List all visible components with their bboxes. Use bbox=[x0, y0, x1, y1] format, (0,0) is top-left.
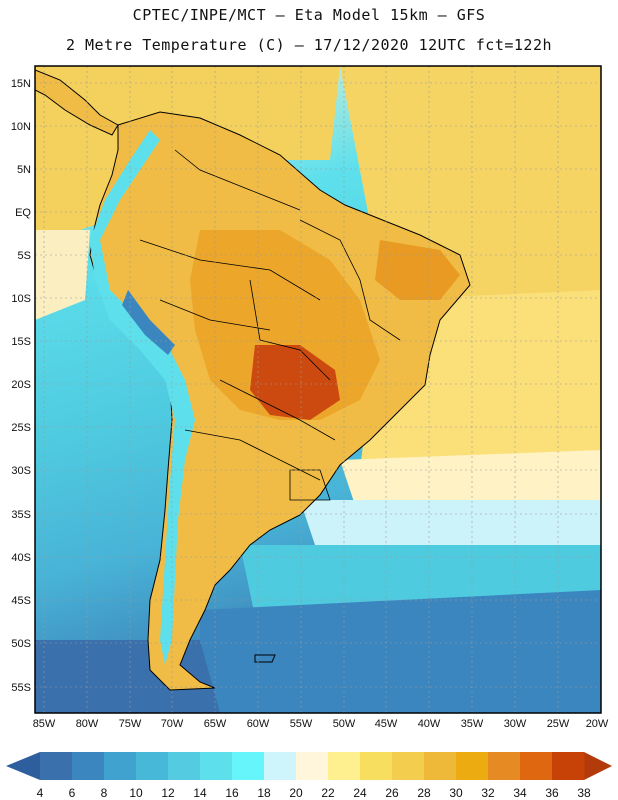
falkland-islands bbox=[254, 654, 276, 663]
andes-colder-strip bbox=[122, 290, 175, 355]
colorbar-label: 8 bbox=[101, 786, 108, 800]
map-frame bbox=[34, 65, 602, 714]
lat-label: 30S bbox=[11, 465, 31, 477]
lon-label: 55W bbox=[290, 718, 313, 730]
colorbar-swatch bbox=[360, 752, 393, 780]
colorbar-swatch bbox=[136, 752, 169, 780]
colorbar-label: 14 bbox=[193, 786, 207, 800]
colorbar-swatch bbox=[520, 752, 553, 780]
colorbar-label: 30 bbox=[449, 786, 463, 800]
graticule bbox=[35, 66, 601, 713]
longitude-axis: 85W 80W 75W 70W 65W 60W 55W 50W 45W 40W … bbox=[33, 718, 609, 730]
lon-label: 75W bbox=[119, 718, 142, 730]
colorbar-label: 38 bbox=[577, 786, 591, 800]
colorbar-high-arrow bbox=[584, 752, 612, 780]
lon-label: 20W bbox=[586, 718, 609, 730]
colorbar-label: 28 bbox=[417, 786, 431, 800]
colorbar-label: 6 bbox=[69, 786, 76, 800]
colorbar-swatch bbox=[424, 752, 457, 780]
lat-label: 40S bbox=[11, 552, 31, 564]
lat-label: 15N bbox=[11, 78, 31, 90]
lat-label: 10N bbox=[11, 121, 31, 133]
hot-spot-zone bbox=[250, 345, 340, 420]
colorbar-swatch bbox=[552, 752, 585, 780]
latitude-axis: 15N 10N 5N EQ 5S 10S 15S 20S 25S 30S 35S… bbox=[11, 78, 32, 694]
lat-label: 5N bbox=[17, 164, 31, 176]
lon-label: 30W bbox=[504, 718, 527, 730]
colorbar-label: 20 bbox=[289, 786, 303, 800]
lat-label: 10S bbox=[11, 293, 31, 305]
andes-cold-strip bbox=[90, 130, 195, 665]
lon-label: 70W bbox=[161, 718, 184, 730]
colorbar-label: 34 bbox=[513, 786, 527, 800]
lon-label: 25W bbox=[547, 718, 570, 730]
lon-label: 45W bbox=[375, 718, 398, 730]
lat-label: 35S bbox=[11, 509, 31, 521]
lon-label: 50W bbox=[333, 718, 356, 730]
chart-title-line1: CPTEC/INPE/MCT — Eta Model 15km — GFS bbox=[132, 6, 486, 24]
lon-label: 85W bbox=[33, 718, 56, 730]
lat-label: 20S bbox=[11, 379, 31, 391]
lat-label: 45S bbox=[11, 595, 31, 607]
central-america-land bbox=[35, 69, 119, 136]
lon-label: 65W bbox=[204, 718, 227, 730]
colorbar-swatch bbox=[40, 752, 73, 780]
colorbar-label: 32 bbox=[481, 786, 495, 800]
colorbar-label: 26 bbox=[385, 786, 399, 800]
lat-label: 50S bbox=[11, 638, 31, 650]
colorbar: 4 6 8 10 12 14 16 18 20 22 24 26 28 30 32 34 36 38 bbox=[6, 752, 612, 800]
southern-ocean-zone bbox=[200, 590, 601, 713]
chart-title-line2: 2 Metre Temperature (C) — 17/12/2020 12U… bbox=[65, 36, 553, 54]
colorbar-swatch bbox=[104, 752, 137, 780]
colorbar-label: 22 bbox=[321, 786, 335, 800]
colorbar-label: 10 bbox=[129, 786, 143, 800]
colorbar-swatch bbox=[488, 752, 521, 780]
colorbar-label: 4 bbox=[37, 786, 44, 800]
colorbar-swatch bbox=[264, 752, 297, 780]
colorbar-label: 12 bbox=[161, 786, 175, 800]
lon-label: 40W bbox=[418, 718, 441, 730]
colorbar-swatch bbox=[232, 752, 265, 780]
lon-label: 80W bbox=[76, 718, 99, 730]
colorbar-label: 18 bbox=[257, 786, 271, 800]
colorbar-swatch bbox=[200, 752, 233, 780]
lat-label: 15S bbox=[11, 336, 31, 348]
lat-label: EQ bbox=[15, 207, 31, 219]
lat-label: 55S bbox=[11, 682, 31, 694]
colorbar-swatch bbox=[392, 752, 425, 780]
map-area bbox=[35, 66, 601, 713]
colorbar-label: 16 bbox=[225, 786, 239, 800]
pacific-mild-zone bbox=[35, 230, 90, 320]
colorbar-swatch bbox=[72, 752, 105, 780]
colorbar-swatch bbox=[168, 752, 201, 780]
colorbar-swatch bbox=[456, 752, 489, 780]
colorbar-swatch bbox=[328, 752, 361, 780]
colorbar-label: 36 bbox=[545, 786, 559, 800]
colorbar-label: 24 bbox=[353, 786, 367, 800]
colorbar-low-arrow bbox=[6, 752, 40, 780]
lat-label: 5S bbox=[18, 250, 31, 262]
colorbar-swatch bbox=[296, 752, 329, 780]
lon-label: 35W bbox=[461, 718, 484, 730]
lat-label: 25S bbox=[11, 422, 31, 434]
lon-label: 60W bbox=[247, 718, 270, 730]
